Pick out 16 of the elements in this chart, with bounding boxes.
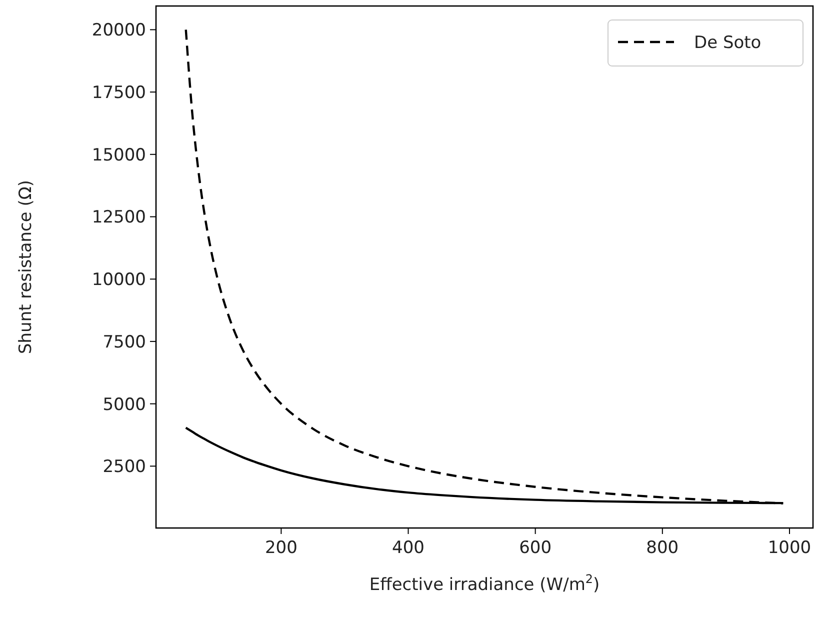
x-tick-label: 800 (646, 538, 679, 558)
y-tick-label: 10000 (92, 270, 146, 290)
y-tick-label: 2500 (102, 457, 146, 478)
y-tick-label: 5000 (102, 394, 146, 415)
legend-label: De Soto (694, 33, 762, 53)
x-tick-label: 600 (519, 538, 552, 558)
y-tick-label: 15000 (92, 145, 146, 166)
y-axis-title: Shunt resistance (Ω) (16, 180, 36, 354)
y-tick-label: 17500 (92, 83, 146, 104)
y-tick-label: 20000 (92, 20, 146, 41)
x-tick-label: 1000 (768, 538, 812, 558)
x-axis-title: Effective irradiance (W/m$^{2}$) (369, 572, 600, 595)
x-tick-label: 400 (392, 538, 424, 558)
y-tick-label: 12500 (92, 208, 146, 228)
y-tick-label: 7500 (102, 332, 146, 352)
x-tick-label: 200 (264, 538, 298, 558)
